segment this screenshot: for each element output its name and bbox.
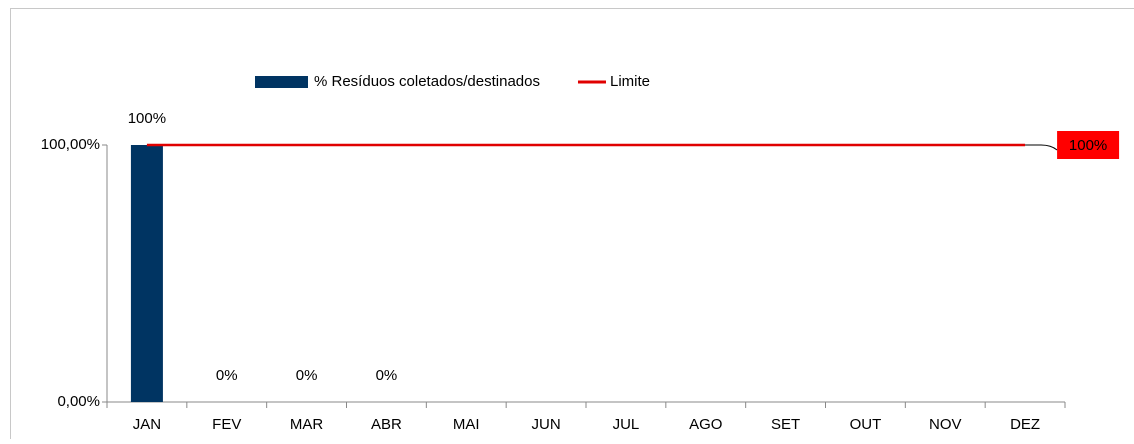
x-tick-label: AGO — [689, 416, 722, 433]
x-tick-label: JAN — [133, 416, 161, 433]
bar — [131, 145, 163, 402]
y-tick-label: 100,00% — [41, 136, 100, 153]
y-tick-label: 0,00% — [57, 393, 100, 410]
legend-label: Limite — [610, 73, 650, 90]
x-tick-label: OUT — [850, 416, 882, 433]
legend-label: % Resíduos coletados/destinados — [314, 73, 540, 90]
chart-frame — [11, 9, 1134, 440]
data-label: 0% — [376, 367, 398, 384]
data-label: 100% — [1069, 137, 1107, 154]
x-tick-label: ABR — [371, 416, 402, 433]
x-tick-label: FEV — [212, 416, 241, 433]
legend-swatch — [255, 76, 308, 88]
x-tick-label: JUL — [613, 416, 640, 433]
data-label: 100% — [128, 110, 166, 127]
x-tick-label: MAR — [290, 416, 324, 433]
x-tick-label: DEZ — [1010, 416, 1040, 433]
x-tick-label: NOV — [929, 416, 962, 433]
data-label: 0% — [216, 367, 238, 384]
x-tick-label: MAI — [453, 416, 480, 433]
data-label: 0% — [296, 367, 318, 384]
x-tick-label: JUN — [531, 416, 560, 433]
x-tick-label: SET — [771, 416, 800, 433]
